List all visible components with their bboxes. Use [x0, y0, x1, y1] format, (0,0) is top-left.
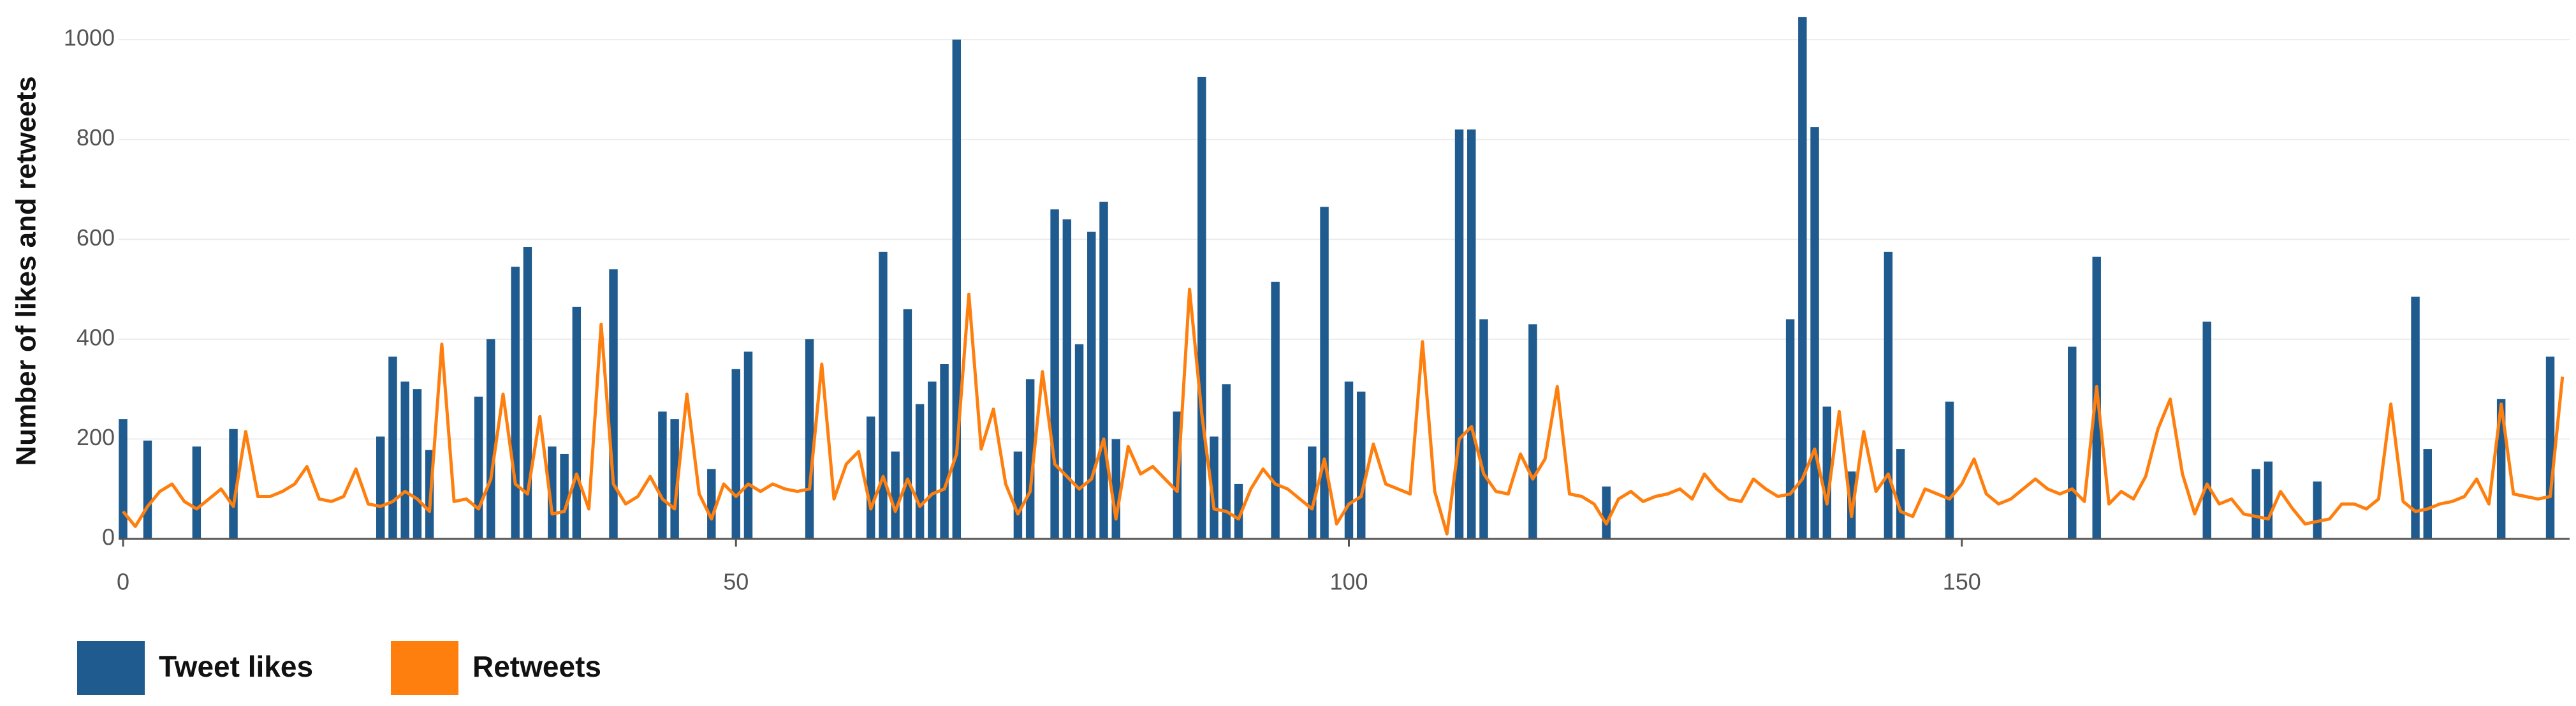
bars — [119, 17, 2555, 540]
bar — [1884, 251, 1893, 539]
bar — [143, 440, 152, 539]
bar — [2313, 481, 2322, 539]
bar — [903, 309, 912, 539]
bar — [940, 364, 949, 539]
bar — [192, 446, 201, 539]
bar — [2411, 297, 2420, 539]
bar — [400, 381, 409, 539]
bar — [548, 446, 557, 539]
bar — [2068, 346, 2077, 539]
y-tick-label: 0 — [102, 524, 115, 550]
bar — [1810, 127, 1819, 540]
y-tick-label: 800 — [77, 124, 115, 151]
bar — [474, 396, 483, 539]
bar — [1099, 202, 1108, 540]
y-tick-label: 400 — [77, 324, 115, 350]
bar — [376, 436, 385, 539]
bar — [1222, 384, 1231, 539]
bar — [1822, 406, 1832, 539]
bar — [1528, 324, 1537, 539]
bar — [1062, 219, 1072, 539]
bar — [1050, 209, 1059, 539]
grid — [119, 39, 2570, 540]
bar — [1025, 379, 1035, 539]
bar — [743, 351, 753, 539]
bar — [1087, 232, 1096, 539]
bar — [1454, 129, 1464, 540]
bar — [1074, 344, 1084, 539]
bar — [1467, 129, 1476, 540]
bar — [487, 339, 495, 539]
bar — [891, 452, 900, 539]
bar — [1479, 319, 1488, 539]
y-tick-label: 200 — [77, 424, 115, 450]
bar — [413, 389, 422, 539]
bar — [119, 419, 128, 539]
bar — [2423, 449, 2433, 539]
bar — [1271, 281, 1280, 539]
bar — [731, 369, 740, 539]
bar — [229, 429, 238, 539]
bar — [1320, 207, 1329, 539]
y-axis-label: Number of likes and retweets — [11, 76, 42, 466]
bar — [388, 357, 397, 539]
bar — [1896, 449, 1905, 539]
bar — [1356, 392, 1366, 539]
bar — [707, 469, 716, 539]
legend-label: Tweet likes — [159, 650, 313, 683]
bar — [572, 306, 582, 539]
bar — [928, 381, 937, 539]
bar — [1798, 17, 1807, 539]
legend-label: Retweets — [472, 650, 601, 683]
bar — [2251, 469, 2260, 539]
bar — [1210, 436, 1218, 539]
bar — [1945, 401, 1954, 539]
bar — [1602, 486, 1611, 539]
legend-swatch — [391, 641, 458, 695]
bar — [560, 453, 569, 539]
bar — [2264, 461, 2273, 539]
bar — [658, 411, 667, 539]
bar — [879, 251, 888, 539]
x-tick-label: 100 — [1329, 569, 1368, 595]
bar — [1234, 483, 1243, 539]
bar — [866, 416, 875, 539]
bar — [1308, 446, 1317, 539]
bar — [511, 267, 520, 539]
y-tick-label: 1000 — [64, 25, 115, 51]
bar — [2202, 321, 2211, 539]
bar — [805, 339, 814, 539]
line — [122, 288, 2565, 536]
bar — [1344, 381, 1354, 539]
bar — [915, 404, 925, 539]
bar — [1197, 77, 1206, 540]
x-tick-label: 0 — [117, 569, 129, 595]
x-tick-label: 50 — [723, 569, 749, 595]
lines — [122, 288, 2565, 536]
bar — [1013, 452, 1023, 539]
x-tick-label: 150 — [1943, 569, 1981, 595]
bar — [2545, 357, 2555, 539]
bar — [523, 247, 532, 539]
bar — [1785, 319, 1795, 539]
bar — [609, 269, 618, 539]
legend-swatch — [77, 641, 145, 695]
y-tick-label: 600 — [77, 224, 115, 251]
